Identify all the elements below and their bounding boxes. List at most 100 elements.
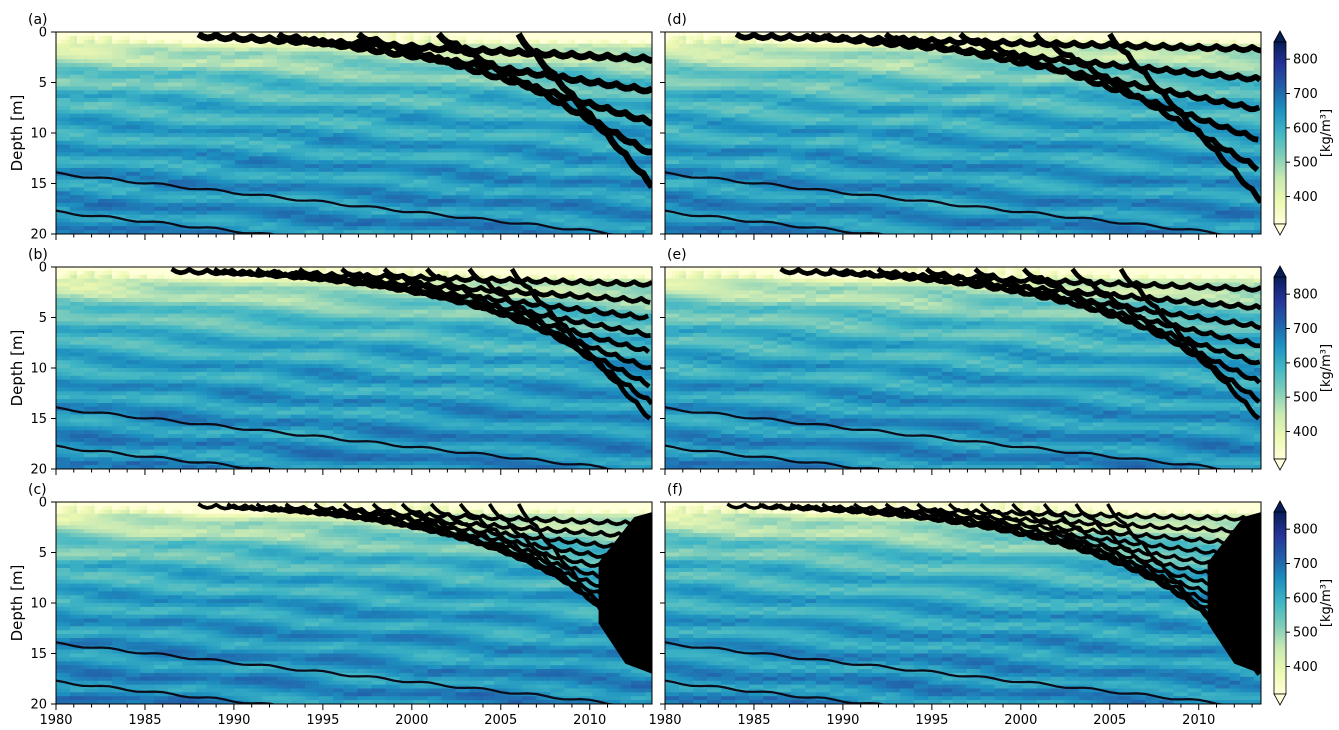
density-cell bbox=[297, 183, 303, 189]
density-cell bbox=[322, 98, 327, 103]
density-cell bbox=[283, 210, 289, 216]
density-cell bbox=[119, 109, 124, 115]
density-cell bbox=[224, 210, 229, 216]
density-cell bbox=[241, 43, 247, 49]
density-cell bbox=[168, 148, 173, 154]
density-cell bbox=[276, 206, 282, 212]
density-cell bbox=[66, 226, 71, 231]
density-cell bbox=[140, 195, 145, 200]
density-cell bbox=[287, 206, 292, 212]
density-cell bbox=[343, 74, 348, 80]
density-cell bbox=[70, 214, 75, 220]
density-cell bbox=[210, 133, 215, 138]
density-cell bbox=[77, 148, 82, 154]
density-cell bbox=[266, 183, 271, 189]
density-cell bbox=[196, 63, 201, 68]
density-cell bbox=[178, 226, 183, 231]
density-cell bbox=[122, 218, 127, 224]
density-cell bbox=[150, 206, 155, 212]
density-cell bbox=[63, 133, 68, 138]
density-cell bbox=[185, 133, 190, 138]
density-cell bbox=[269, 140, 275, 146]
density-cell bbox=[175, 168, 180, 173]
density-cell bbox=[171, 51, 176, 57]
density-cell bbox=[189, 94, 194, 99]
density-cell bbox=[171, 199, 176, 204]
density-cell bbox=[259, 129, 264, 134]
density-cell bbox=[203, 113, 208, 119]
density-cell bbox=[140, 199, 145, 204]
density-cell bbox=[196, 70, 201, 76]
density-cell bbox=[185, 109, 190, 115]
density-cell bbox=[252, 152, 257, 158]
density-cell bbox=[70, 183, 75, 189]
density-cell bbox=[84, 206, 89, 212]
density-cell bbox=[91, 47, 96, 53]
density-cell bbox=[70, 156, 75, 161]
density-cell bbox=[276, 160, 282, 165]
density-cell bbox=[122, 39, 127, 45]
density-cell bbox=[333, 144, 338, 150]
density-cell bbox=[357, 214, 362, 220]
density-cell bbox=[185, 156, 190, 161]
density-cell bbox=[294, 187, 299, 193]
density-cell bbox=[140, 101, 145, 107]
density-cell bbox=[105, 156, 110, 161]
density-cell bbox=[157, 160, 162, 165]
density-cell bbox=[63, 187, 68, 193]
density-cell bbox=[185, 164, 190, 169]
density-cell bbox=[273, 183, 278, 189]
density-cell bbox=[91, 70, 96, 76]
density-cell bbox=[87, 148, 92, 154]
density-cell bbox=[126, 90, 131, 95]
density-cell bbox=[171, 94, 176, 99]
density-cell bbox=[168, 175, 173, 181]
density-cell bbox=[196, 39, 201, 45]
density-cell bbox=[66, 140, 71, 146]
density-cell bbox=[133, 63, 138, 68]
density-cell bbox=[224, 195, 229, 200]
density-cell bbox=[385, 117, 390, 123]
density-cell bbox=[59, 129, 64, 134]
density-cell bbox=[171, 63, 176, 68]
density-cell bbox=[220, 67, 226, 72]
density-cell bbox=[231, 183, 236, 189]
density-cell bbox=[248, 82, 254, 88]
density-cell bbox=[115, 101, 120, 107]
density-cell bbox=[66, 35, 71, 41]
density-cell bbox=[171, 98, 176, 103]
density-cell bbox=[371, 156, 376, 161]
density-cell bbox=[168, 59, 173, 64]
density-cell bbox=[375, 171, 380, 177]
density-cell bbox=[59, 113, 64, 119]
density-cell bbox=[189, 152, 194, 158]
density-cell bbox=[252, 78, 257, 84]
density-cell bbox=[105, 230, 110, 234]
density-cell bbox=[252, 199, 257, 204]
density-cell bbox=[340, 206, 345, 212]
density-cell bbox=[94, 226, 99, 231]
density-cell bbox=[94, 47, 99, 53]
density-cell bbox=[304, 86, 310, 92]
density-cell bbox=[94, 133, 99, 138]
density-cell bbox=[382, 113, 387, 119]
density-cell bbox=[234, 121, 240, 126]
density-cell bbox=[266, 67, 271, 72]
density-cell bbox=[347, 121, 352, 126]
density-cell bbox=[224, 140, 229, 146]
density-cell bbox=[140, 113, 145, 119]
density-cell bbox=[361, 160, 366, 165]
density-cell bbox=[231, 179, 236, 185]
density-cell bbox=[350, 51, 355, 57]
density-cell bbox=[245, 187, 250, 193]
density-cell bbox=[140, 39, 145, 45]
density-cell bbox=[150, 94, 155, 99]
density-cell bbox=[206, 156, 212, 161]
density-cell bbox=[157, 125, 162, 130]
density-cell bbox=[290, 175, 296, 181]
density-cell bbox=[280, 164, 285, 169]
density-cell bbox=[248, 140, 254, 146]
density-cell bbox=[108, 140, 113, 146]
density-cell bbox=[164, 206, 169, 212]
density-cell bbox=[231, 210, 236, 216]
